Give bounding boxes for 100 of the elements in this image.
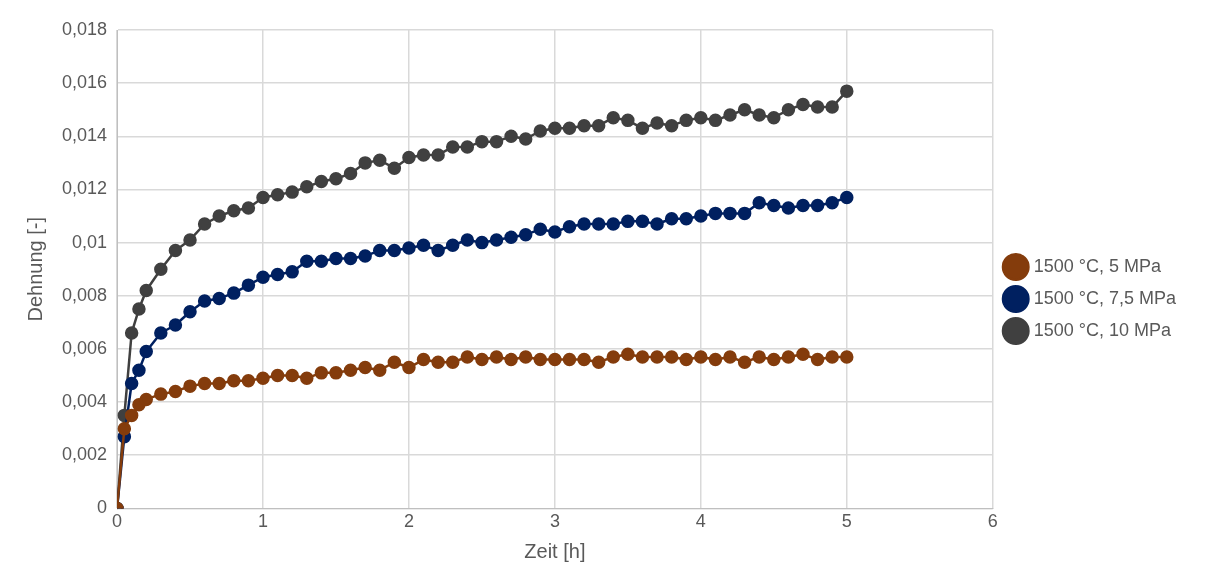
point — [270, 368, 285, 383]
point — [650, 116, 664, 130]
point — [285, 368, 299, 383]
point — [840, 190, 854, 205]
point — [577, 352, 591, 367]
legend-label: 1500 °C, 7,5 MPa — [1033, 287, 1177, 308]
point — [810, 100, 825, 114]
point — [533, 352, 548, 367]
point — [358, 249, 372, 263]
point — [445, 355, 460, 369]
point — [416, 148, 431, 162]
point — [679, 352, 693, 367]
point — [504, 352, 518, 367]
y-tick-label: 0,01 — [72, 231, 108, 252]
point — [270, 267, 285, 282]
point — [621, 347, 635, 361]
point — [416, 352, 431, 367]
point — [285, 265, 299, 279]
point — [825, 350, 839, 364]
point — [810, 198, 825, 213]
y-tick-label: 0,018 — [62, 18, 108, 39]
point — [518, 350, 533, 364]
x-tick-label: 1 — [257, 511, 268, 532]
point — [825, 196, 839, 210]
point — [270, 188, 285, 202]
point — [431, 355, 445, 369]
point — [664, 211, 679, 226]
point — [183, 304, 197, 319]
point — [460, 140, 475, 154]
point — [548, 225, 562, 239]
x-tick-label: 6 — [987, 511, 998, 532]
point — [329, 172, 343, 186]
point — [227, 203, 241, 218]
point — [504, 230, 518, 245]
y-tick-label: 0 — [97, 497, 108, 518]
point — [132, 302, 146, 316]
point — [387, 161, 402, 175]
point — [445, 238, 460, 253]
point — [139, 283, 153, 298]
point — [168, 243, 183, 258]
point — [489, 134, 504, 149]
point — [708, 206, 723, 221]
point — [504, 129, 518, 144]
point — [810, 352, 825, 367]
point — [591, 217, 606, 231]
point — [781, 350, 796, 364]
point — [591, 118, 606, 133]
point — [650, 350, 664, 364]
point — [635, 121, 650, 136]
legend-label: 1500 °C, 10 MPa — [1033, 319, 1172, 340]
point — [212, 376, 226, 391]
point — [606, 217, 621, 231]
point — [679, 113, 693, 128]
point — [489, 350, 504, 364]
point — [562, 121, 577, 136]
x-tick-label: 2 — [403, 511, 414, 532]
point — [752, 108, 766, 122]
point — [694, 110, 708, 125]
point — [227, 286, 241, 300]
point — [343, 166, 358, 181]
point — [300, 254, 314, 268]
point — [183, 379, 197, 393]
point — [840, 350, 854, 364]
point — [183, 233, 197, 247]
point — [752, 196, 766, 210]
point — [635, 214, 650, 229]
point — [154, 387, 168, 401]
point — [241, 278, 256, 292]
point — [197, 217, 212, 231]
point — [314, 254, 329, 268]
x-tick-label: 3 — [549, 511, 560, 532]
point — [314, 366, 329, 380]
point — [694, 350, 708, 364]
x-axis-title: Zeit [h] — [524, 539, 586, 562]
point — [124, 326, 139, 340]
point — [256, 270, 270, 284]
point — [358, 156, 372, 170]
point — [635, 350, 650, 364]
point — [591, 355, 606, 369]
point — [781, 102, 796, 117]
x-tick-label: 4 — [695, 511, 706, 532]
point — [796, 347, 810, 361]
point — [737, 355, 752, 369]
point — [664, 350, 679, 364]
point — [256, 190, 270, 205]
x-tick-label: 5 — [841, 511, 852, 532]
point — [168, 318, 183, 332]
point — [139, 344, 153, 359]
point — [416, 238, 431, 253]
point — [373, 153, 387, 167]
point — [124, 376, 139, 391]
point — [767, 198, 781, 213]
point — [694, 209, 708, 223]
y-tick-label: 0,014 — [62, 125, 108, 146]
y-tick-label: 0,016 — [62, 72, 108, 93]
point — [533, 124, 548, 138]
point — [460, 233, 475, 247]
point — [431, 148, 445, 162]
point — [781, 201, 796, 215]
point — [723, 108, 737, 122]
